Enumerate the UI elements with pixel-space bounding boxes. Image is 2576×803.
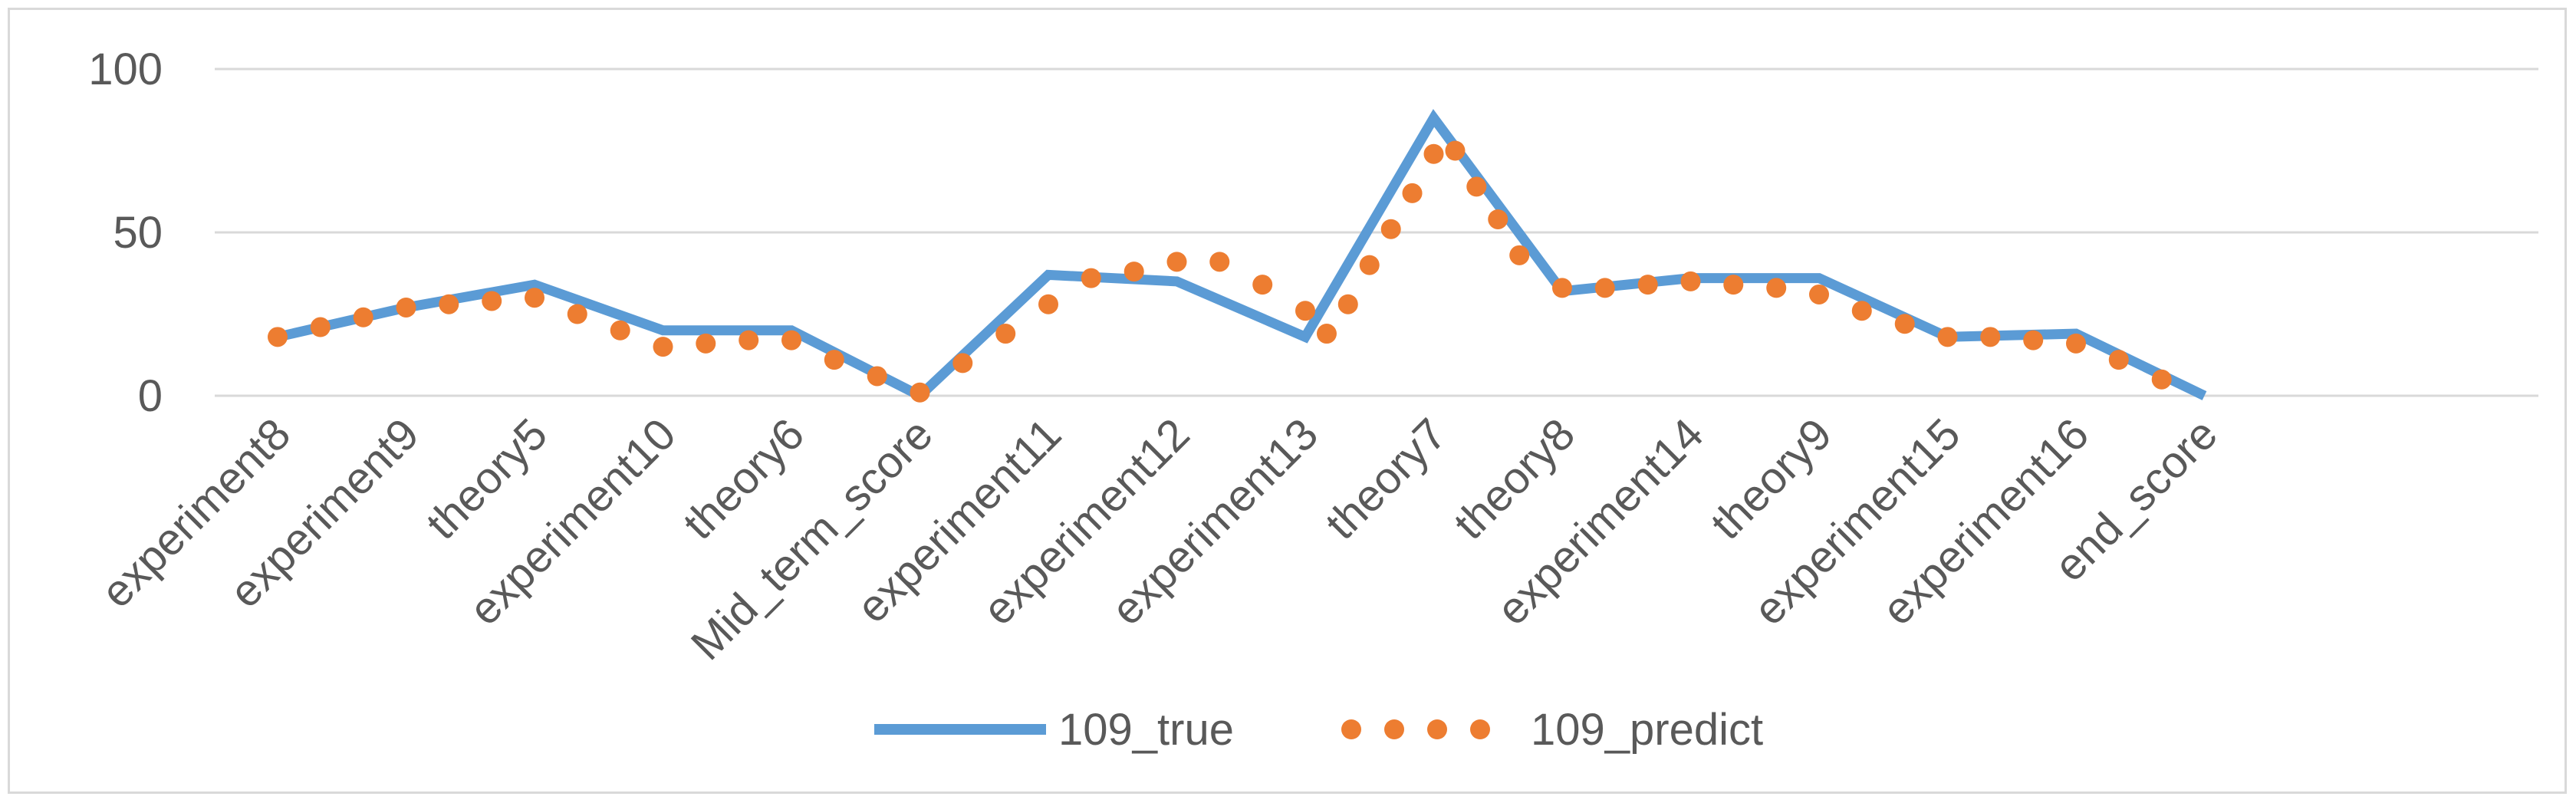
series-point-109-predict (2108, 350, 2129, 370)
series-point-109-predict (1766, 278, 1787, 298)
gridlines (215, 67, 2538, 397)
series-point-109-predict (1209, 252, 1230, 272)
series-point-109-predict (439, 294, 459, 314)
series-point-109-predict (268, 327, 288, 347)
series-point-109-predict (2023, 330, 2044, 350)
series-point-109-predict (1124, 262, 1144, 282)
x-tick-label: Mid_term_score (682, 409, 943, 670)
y-tick-label: 100 (88, 44, 163, 94)
chart-frame (8, 8, 2567, 794)
series-point-109-predict (824, 350, 844, 370)
series-point-109-predict (2151, 369, 2172, 390)
y-tick-label: 0 (138, 371, 163, 421)
series-line-109-true (276, 109, 2207, 402)
series-point-109-predict (1723, 275, 1744, 295)
series-point-109-predict (1509, 245, 1530, 265)
series-point-109-predict (1038, 294, 1058, 314)
series-point-109-predict (1680, 271, 1701, 291)
series-point-109-predict (1552, 278, 1572, 298)
legend-label-109-predict: 109_predict (1531, 705, 1763, 755)
series-point-109-predict (781, 330, 801, 350)
x-axis-ticks: experiment8experiment9theory5experiment1… (92, 409, 2227, 670)
series-point-109-predict (310, 317, 331, 337)
series-point-109-predict (567, 304, 587, 324)
legend-swatch-109-predict (1384, 719, 1404, 739)
series-point-109-predict (1081, 268, 1101, 288)
legend-swatch-109-predict (1341, 719, 1361, 739)
series-point-109-predict (1980, 327, 2001, 347)
series-point-109-predict (995, 324, 1016, 344)
x-tick-label: theory7 (1316, 409, 1456, 549)
series-point-109-predict (739, 330, 759, 350)
series-point-109-predict (1894, 314, 1915, 334)
plot-area (268, 109, 2207, 403)
series-point-109-predict (1252, 275, 1273, 295)
series-point-109-predict (1402, 183, 1423, 203)
series-point-109-predict (696, 333, 716, 354)
series-point-109-predict (482, 291, 502, 311)
legend-swatch-109-predict (1427, 719, 1447, 739)
series-point-109-predict (1337, 294, 1358, 314)
series-point-109-predict (1937, 327, 1958, 347)
series-point-109-predict (653, 337, 673, 357)
series-point-109-predict (910, 382, 930, 403)
series-point-109-predict (1166, 252, 1187, 272)
legend-swatch-109-predict (1470, 719, 1490, 739)
series-point-109-predict (1445, 140, 1466, 161)
series-point-109-predict (2066, 333, 2086, 354)
series-point-109-predict (525, 288, 544, 308)
series-point-109-predict (1295, 301, 1315, 321)
series-point-109-predict (1316, 324, 1337, 344)
series-point-109-predict (1488, 209, 1508, 229)
series-point-109-predict (1637, 275, 1658, 295)
legend-label-109-true: 109_true (1058, 705, 1234, 755)
y-tick-label: 50 (113, 208, 163, 258)
series-point-109-predict (1851, 301, 1872, 321)
series-point-109-predict (1809, 284, 1829, 304)
y-axis-ticks: 0 50 100 (88, 44, 163, 421)
series-point-109-predict (1359, 255, 1380, 275)
series-point-109-predict (396, 297, 416, 318)
series-point-109-predict (1423, 143, 1444, 164)
series-point-109-predict (610, 320, 630, 341)
legend: 109_true 109_predict (874, 705, 1763, 755)
series-point-109-predict (1466, 176, 1487, 197)
series-point-109-predict (1380, 219, 1401, 239)
series-point-109-predict (1594, 278, 1615, 298)
series-point-109-predict (867, 366, 887, 387)
series-point-109-predict (952, 353, 973, 374)
series-point-109-predict (353, 307, 373, 327)
